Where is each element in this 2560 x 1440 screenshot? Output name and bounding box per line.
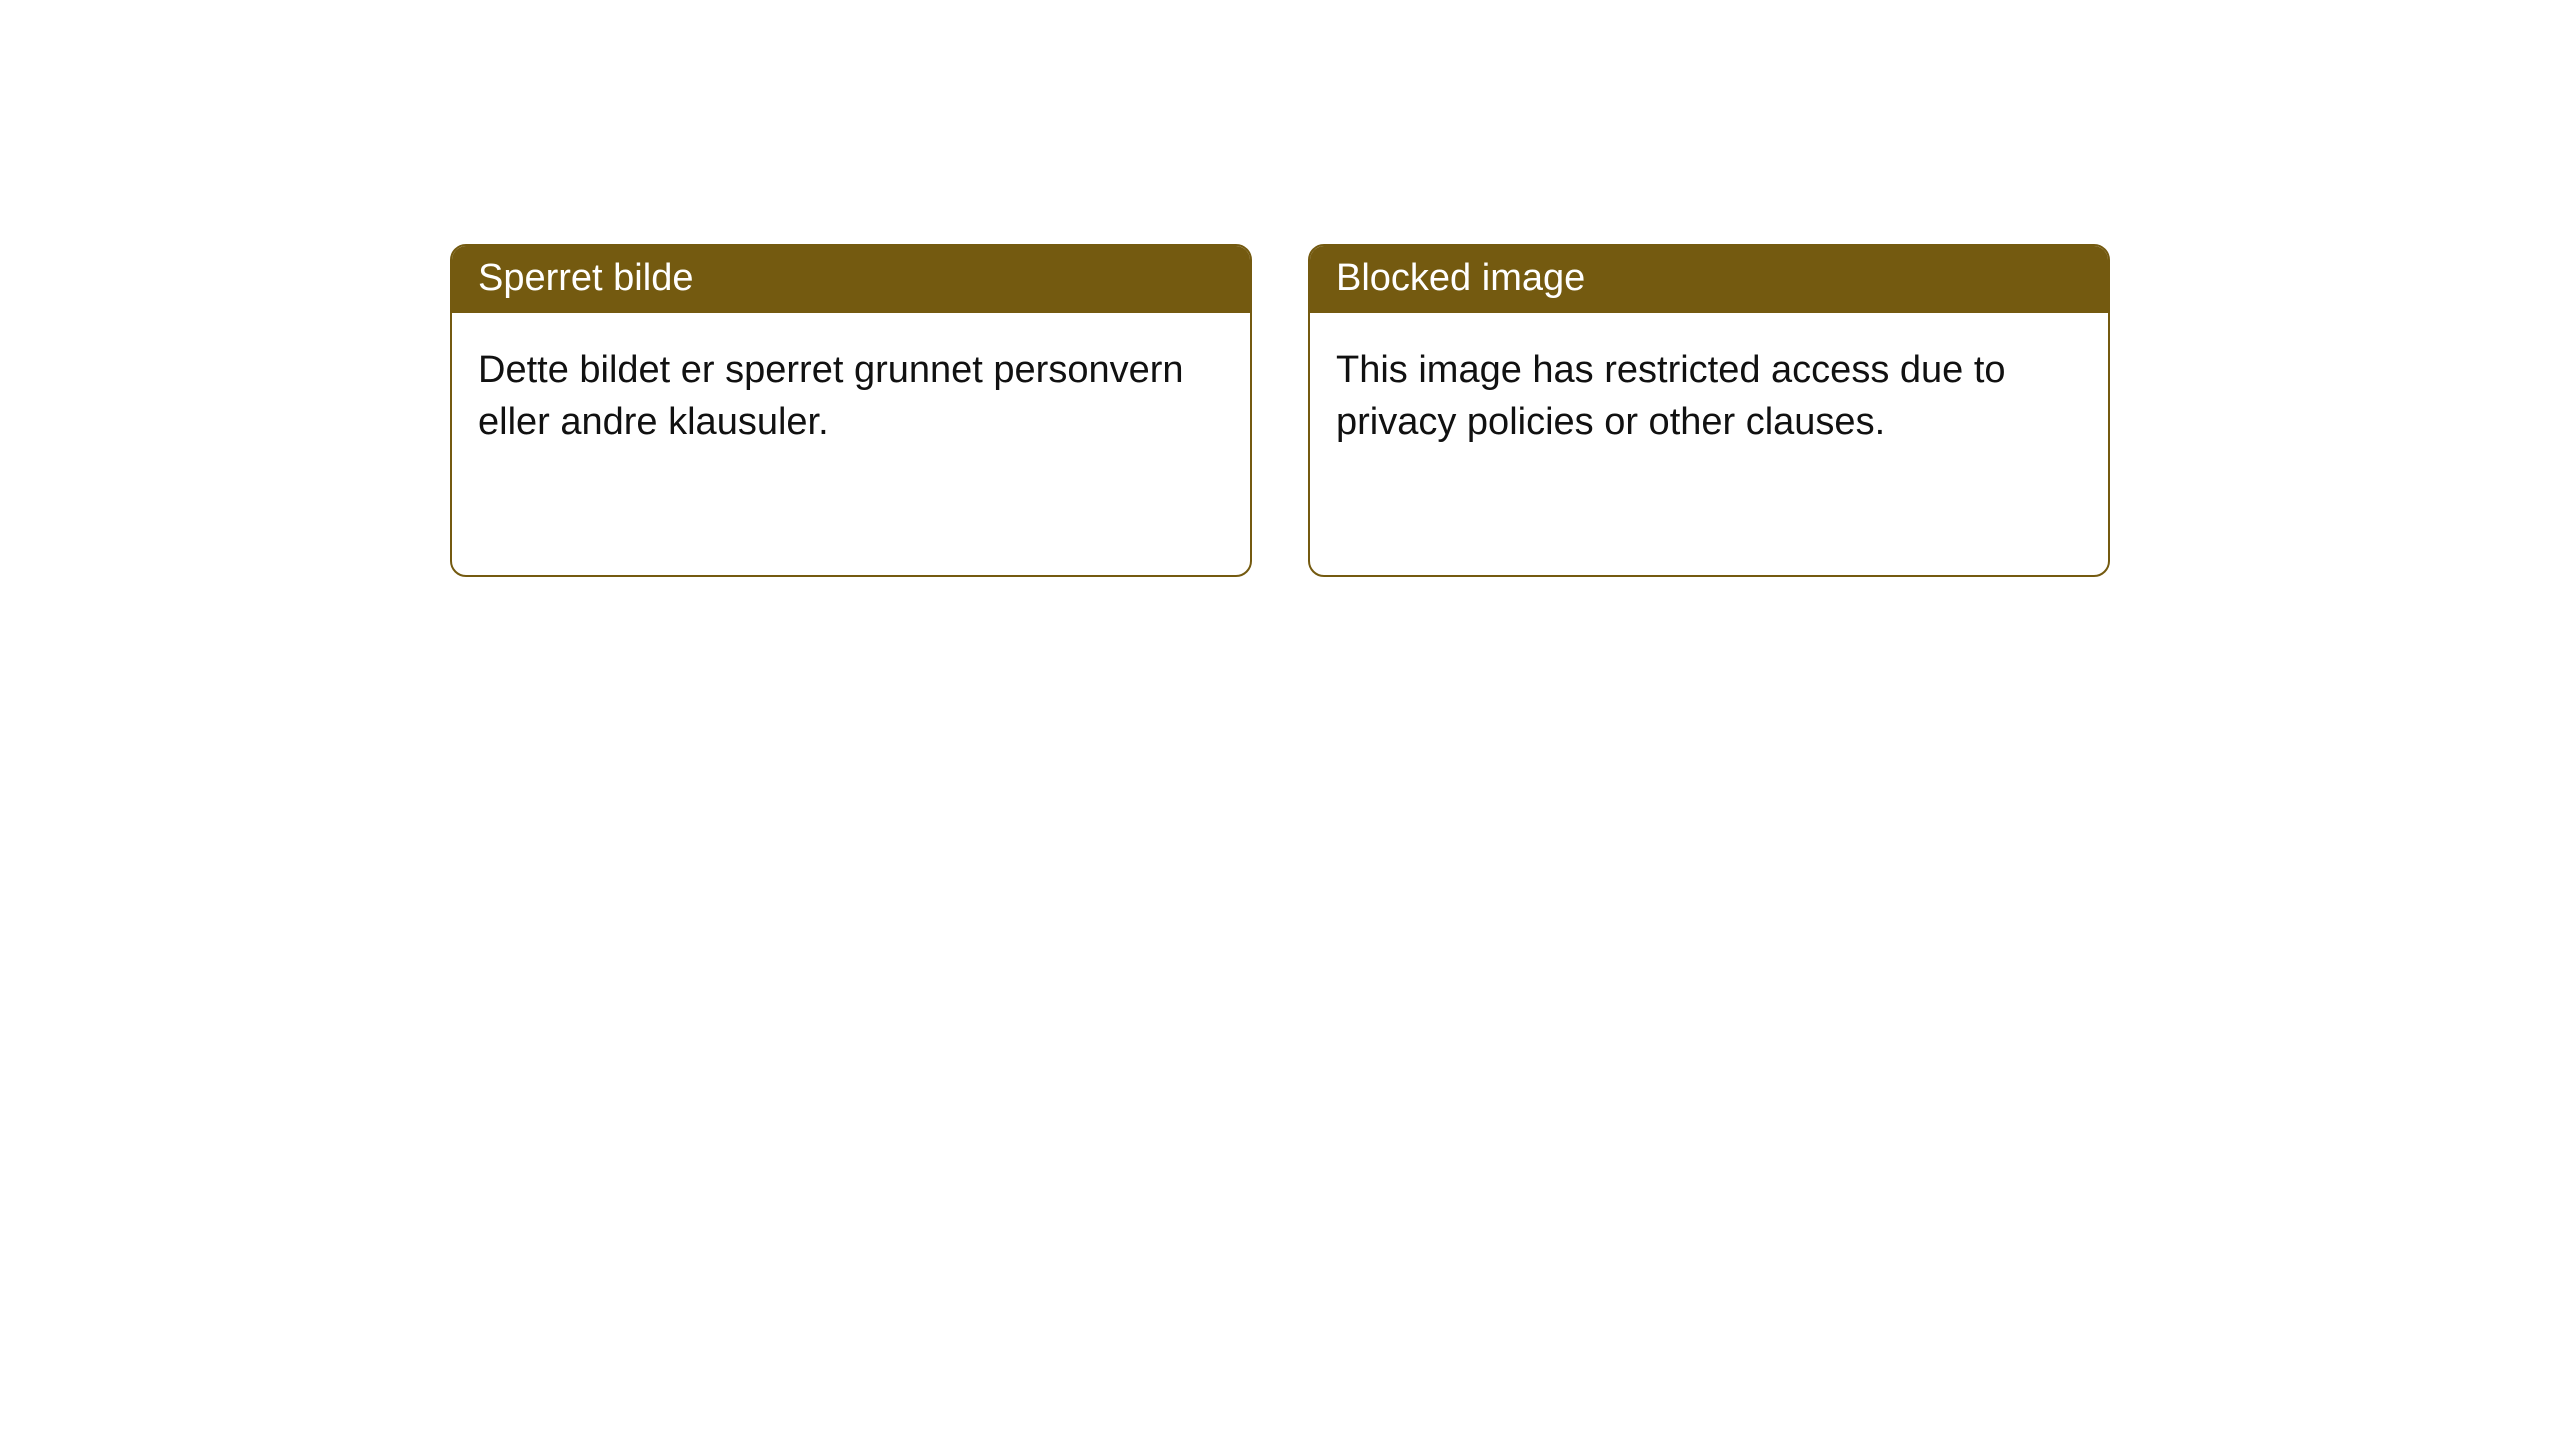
notice-card-body: This image has restricted access due to … bbox=[1310, 313, 2108, 480]
notice-card-header: Sperret bilde bbox=[452, 246, 1250, 313]
notice-card-body: Dette bildet er sperret grunnet personve… bbox=[452, 313, 1250, 480]
notice-container: Sperret bilde Dette bildet er sperret gr… bbox=[450, 244, 2110, 577]
notice-card-norwegian: Sperret bilde Dette bildet er sperret gr… bbox=[450, 244, 1252, 577]
notice-card-header: Blocked image bbox=[1310, 246, 2108, 313]
notice-card-english: Blocked image This image has restricted … bbox=[1308, 244, 2110, 577]
